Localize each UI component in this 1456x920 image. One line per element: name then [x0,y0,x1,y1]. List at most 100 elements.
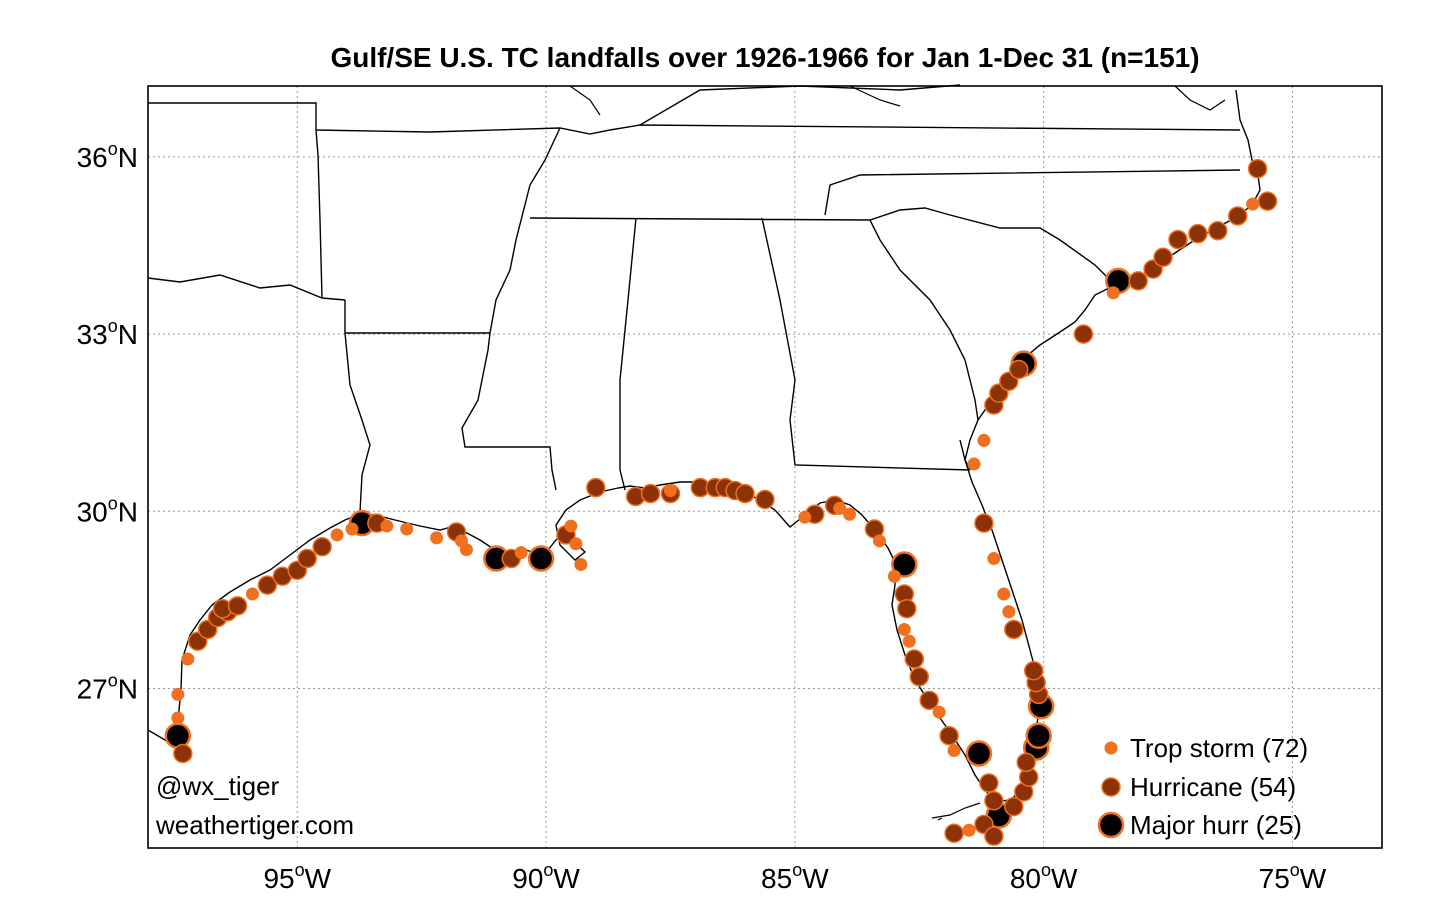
landfall-marker-ts [569,537,583,551]
landfall-marker-ts [330,528,344,542]
landfall-marker-h [984,826,1004,846]
landfall-marker-ts [345,522,359,536]
landfall-marker-ts [932,705,946,719]
legend-marker-mh [1097,811,1125,839]
lat-tick-label: 36oN [77,139,138,173]
lon-tick-label: 85oW [761,860,829,894]
landfall-marker-ts [872,534,886,548]
legend-label-ts: Trop storm (72) [1130,733,1308,763]
landfall-marker-h [1023,661,1044,681]
florida-keys [931,802,981,821]
lon-tick-label: 90oW [512,860,580,894]
lat-tick-label: 30oN [77,493,138,527]
landfall-marker-ts [245,587,259,601]
landfall-marker-h [257,575,278,595]
landfall-marker-h [1128,271,1148,291]
landfall-marker-h [297,548,317,569]
coastline-and-borders [147,84,1261,821]
landfall-marker-h [1257,191,1278,211]
landfall-marker-h [1188,223,1208,244]
landfall-marker-mh [891,551,918,578]
landfall-marker-ts [1106,286,1120,300]
state-borders [147,84,1241,513]
landfall-marker-h [919,690,939,711]
landfall-marker-ts [987,552,1001,566]
gulf-atlantic-coastline [147,89,1261,803]
landfall-marker-h [173,743,193,764]
landfall-marker-h [640,483,661,504]
landfall-marker-ts [1246,197,1260,211]
landfall-marker-ts [843,507,857,521]
landfall-marker-ts [171,711,185,725]
map-frame [147,85,1383,849]
landfall-marker-h [1004,796,1024,817]
landfall-marker-ts [564,519,578,533]
landfall-marker-mh [164,722,192,750]
landfall-marker-ts [514,546,528,560]
legend-label-mh: Major hurr (25) [1130,810,1302,840]
landfall-marker-ts [400,522,414,536]
landfall-marker-ts [977,433,991,447]
legend: Trop storm (72) Hurricane (54) Major hurr … [1097,733,1308,840]
landfall-marker-h [897,599,917,619]
landfall-marker-ts [459,543,473,557]
landfall-marker-h [909,666,929,687]
landfall-marker-ts [171,687,185,701]
landfall-marker-mh [527,545,555,572]
landfall-marker-h [1004,619,1024,640]
landfall-marker-ts [663,484,677,498]
landfall-marker-h [904,649,925,669]
longitude-tick-labels: 95oW 90oW 85oW 80oW 75oW [263,860,1326,894]
landfall-marker-ts [833,501,847,515]
lon-tick-label: 95oW [263,860,331,894]
landfall-marker-ts [574,557,588,571]
legend-marker-h [1101,777,1121,797]
landfall-markers [164,158,1278,846]
landfall-marker-h [227,596,248,616]
landfall-marker-ts [902,634,916,648]
landfall-marker-h [1153,247,1173,268]
lat-tick-label: 33oN [77,316,138,350]
landfall-marker-h [586,477,606,498]
map-title: Gulf/SE U.S. TC landfalls over 1926-1966… [330,42,1200,73]
landfall-marker-ts [430,531,444,545]
credit-handle: @wx_tiger [156,771,280,801]
landfall-marker-mh [965,740,993,767]
landfall-marker-ts [887,569,901,583]
landfall-marker-ts [380,519,394,533]
landfall-marker-h [979,773,999,793]
landfall-marker-h [944,823,964,843]
lon-tick-label: 80oW [1010,860,1078,894]
landfall-marker-h [755,489,775,510]
landfall-marker-ts [181,652,195,666]
map-top-edge-features [569,85,1226,116]
landfall-marker-h [939,726,959,746]
landfall-marker-h [984,790,1004,811]
landfall-marker-h [974,513,994,533]
landfall-marker-ts [798,510,812,524]
credit-website: weathertiger.com [155,810,354,840]
landfall-marker-mh [1025,722,1052,750]
legend-label-h: Hurricane (54) [1130,772,1296,802]
landfall-marker-h [1168,229,1188,250]
legend-marker-ts [1104,741,1118,755]
landfall-marker-h [1073,324,1094,344]
landfall-marker-h [1016,752,1036,773]
latitude-tick-labels: 36oN 33oN 30oN 27oN [77,139,138,705]
landfall-marker-h [735,483,755,504]
lon-tick-label: 75oW [1259,860,1327,894]
landfall-marker-ts [962,823,976,837]
landfall-marker-ts [947,744,961,758]
grid-lines [148,86,1382,848]
landfall-marker-ts [897,622,911,636]
landfall-marker-ts [1002,605,1016,619]
landfall-marker-h [1227,206,1248,226]
landfall-marker-h [1247,158,1268,179]
landfall-marker-ts [997,587,1011,601]
landfall-marker-h [1009,359,1029,380]
landfall-marker-h [312,536,332,557]
landfall-marker-ts [967,457,981,471]
lat-tick-label: 27oN [77,671,138,705]
landfall-marker-h [1208,220,1228,241]
